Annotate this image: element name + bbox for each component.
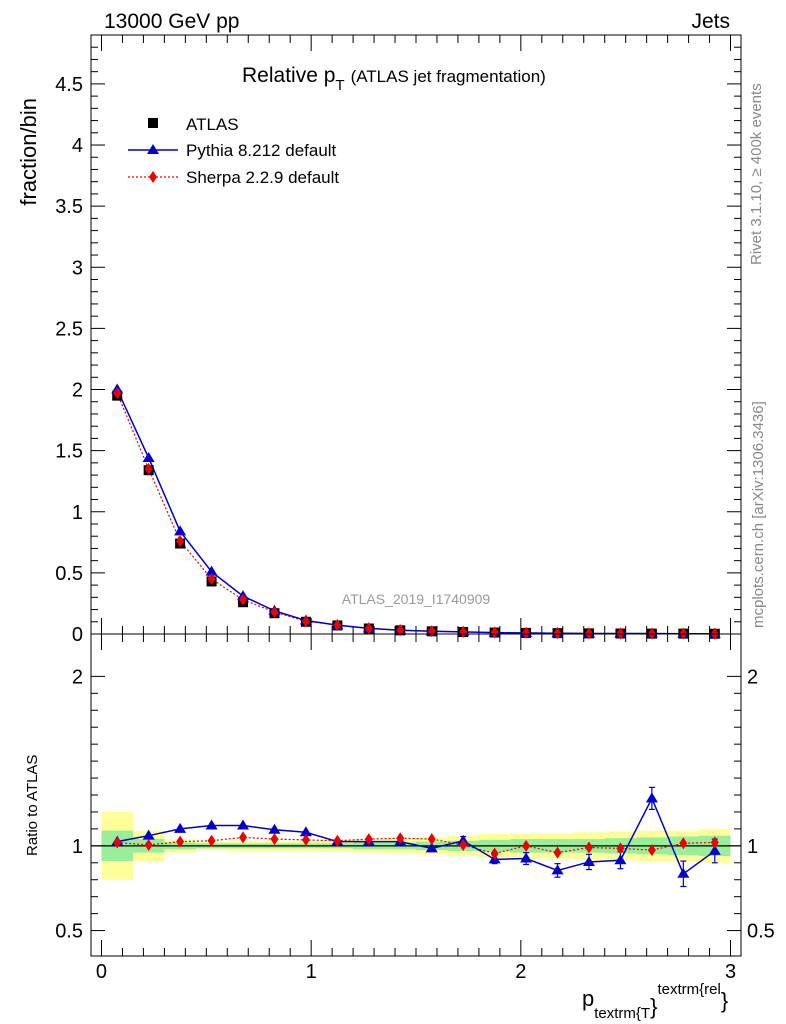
ratio-y-tick-label-right: 2	[747, 666, 758, 688]
ratio-y-tick-label: 0.5	[55, 921, 83, 943]
pythia-ratio-point	[299, 826, 312, 837]
sherpa-ratio-point	[207, 834, 216, 847]
legend-atlas-label: ATLAS	[186, 115, 239, 134]
ratio-y-tick-label: 1	[72, 836, 83, 858]
sherpa-ratio-point	[144, 838, 153, 851]
main-y-tick-label: 0.5	[55, 563, 83, 585]
pythia-ratio-point	[582, 855, 595, 866]
sherpa-ratio-point	[301, 833, 310, 846]
sherpa-ratio-point	[113, 836, 122, 849]
process-label: Jets	[691, 10, 730, 33]
sherpa-ratio-point	[553, 846, 562, 859]
ratio-y-tick-label-right: 1	[747, 836, 758, 858]
sherpa-main-point	[239, 593, 248, 606]
energy-label: 13000 GeV pp	[104, 10, 239, 33]
legend-atlas-marker	[148, 118, 158, 128]
ratio-ticks: 0.5 0.5 1 1 2 2 0 1 2 3	[55, 634, 775, 983]
main-y-tick-label: 1.5	[55, 441, 83, 463]
pythia-ratio-point	[708, 844, 721, 855]
sherpa-ratio-point	[427, 833, 436, 846]
sherpa-ratio-point	[490, 847, 499, 860]
sherpa-ratio-point	[710, 836, 719, 849]
ratio-y-tick-label: 2	[72, 666, 83, 688]
sherpa-main-point	[364, 622, 373, 635]
sherpa-ratio-point	[616, 842, 625, 855]
pythia-ratio-point	[205, 819, 218, 830]
sherpa-main-point	[176, 535, 185, 548]
sherpa-ratio-point	[396, 832, 405, 845]
main-y-tick-label: 2.5	[55, 318, 83, 340]
x-tick-label: 0	[96, 961, 107, 983]
pythia-ratio-point	[645, 792, 658, 803]
pythia-ratio-point	[268, 823, 281, 834]
x-axis-label: ptextrm{T}textrm{rel}	[582, 981, 728, 1022]
main-y-tick-label: 2	[72, 380, 83, 402]
pythia-ratio-point	[142, 829, 155, 840]
sherpa-main-point	[301, 615, 310, 628]
legend-sherpa-label: Sherpa 2.2.9 default	[186, 168, 339, 187]
main-ticks: 0 0.5 1 1.5 2 2.5 3 3.5 4 4.5	[55, 34, 741, 646]
sherpa-ratio-point	[364, 833, 373, 846]
ratio-y-axis-label: Ratio to ATLAS	[24, 755, 41, 856]
pythia-ratio-point	[237, 819, 250, 830]
sherpa-ratio-point	[647, 844, 656, 857]
main-series	[111, 383, 721, 640]
chart-title: Relative pT (ATLAS jet fragmentation)	[242, 64, 546, 94]
ratio-series	[111, 786, 721, 888]
pythia-ratio-point	[520, 852, 533, 863]
pythia-main-point	[205, 565, 218, 576]
sherpa-main-point	[490, 626, 499, 639]
sherpa-main-point	[270, 605, 279, 618]
main-y-tick-label: 0	[72, 624, 83, 646]
pythia-ratio-point	[614, 854, 627, 865]
sherpa-ratio-point	[333, 834, 342, 847]
ratio-y-tick-label-right: 0.5	[747, 921, 775, 943]
ratio-panel: 0.5 0.5 1 1 2 2 0 1 2 3 Ratio to ATLAS	[24, 633, 775, 983]
sherpa-ratio-point	[584, 841, 593, 854]
sherpa-ratio-point	[239, 831, 248, 844]
sherpa-main-point	[207, 572, 216, 585]
legend-sherpa-marker	[149, 171, 157, 183]
pythia-ratio-line	[117, 796, 716, 875]
sherpa-ratio-point	[459, 838, 468, 851]
pythia-main-point	[174, 525, 187, 536]
analysis-watermark: ATLAS_2019_I1740909	[342, 591, 491, 607]
sherpa-main-point	[584, 627, 593, 640]
main-y-tick-label: 3.5	[55, 196, 83, 218]
sherpa-main-point	[396, 624, 405, 637]
ratio-frame	[90, 633, 742, 957]
pythia-ratio-point	[425, 842, 438, 853]
main-y-tick-label: 1	[72, 502, 83, 524]
sherpa-main-point	[553, 627, 562, 640]
x-tick-label: 1	[306, 961, 317, 983]
legend-pythia-marker	[147, 144, 159, 154]
sherpa-ratio-point	[679, 837, 688, 850]
rivet-label: Rivet 3.1.10, ≥ 400k events	[748, 83, 765, 265]
sherpa-ratio-point	[176, 835, 185, 848]
sherpa-main-point	[144, 462, 153, 475]
sherpa-main-point	[333, 619, 342, 632]
sherpa-main-point	[522, 626, 531, 639]
legend-pythia-label: Pythia 8.212 default	[186, 141, 337, 160]
pythia-main-point	[142, 451, 155, 462]
mcplots-label: mcplots.cern.ch [arXiv:1306.3436]	[750, 401, 767, 628]
pythia-ratio-point	[677, 867, 690, 878]
pythia-ratio-point	[551, 864, 564, 875]
main-y-tick-label: 3	[72, 257, 83, 279]
ratio-bands	[91, 811, 741, 880]
legend: ATLAS Pythia 8.212 default Sherpa 2.2.9 …	[128, 115, 339, 187]
sherpa-ratio-point	[270, 833, 279, 846]
x-tick-label: 2	[515, 961, 526, 983]
main-y-tick-label: 4	[72, 135, 83, 157]
sherpa-main-point	[113, 387, 122, 400]
sherpa-ratio-point	[522, 839, 531, 852]
y-axis-label: fraction/bin	[16, 98, 41, 206]
main-panel: 0 0.5 1 1.5 2 2.5 3 3.5 4 4.5 fraction/bin Relati…	[16, 34, 742, 646]
main-y-tick-label: 4.5	[55, 74, 83, 96]
sherpa-main-point	[459, 626, 468, 639]
x-tick-label: 3	[725, 961, 736, 983]
pythia-ratio-point	[174, 822, 187, 833]
